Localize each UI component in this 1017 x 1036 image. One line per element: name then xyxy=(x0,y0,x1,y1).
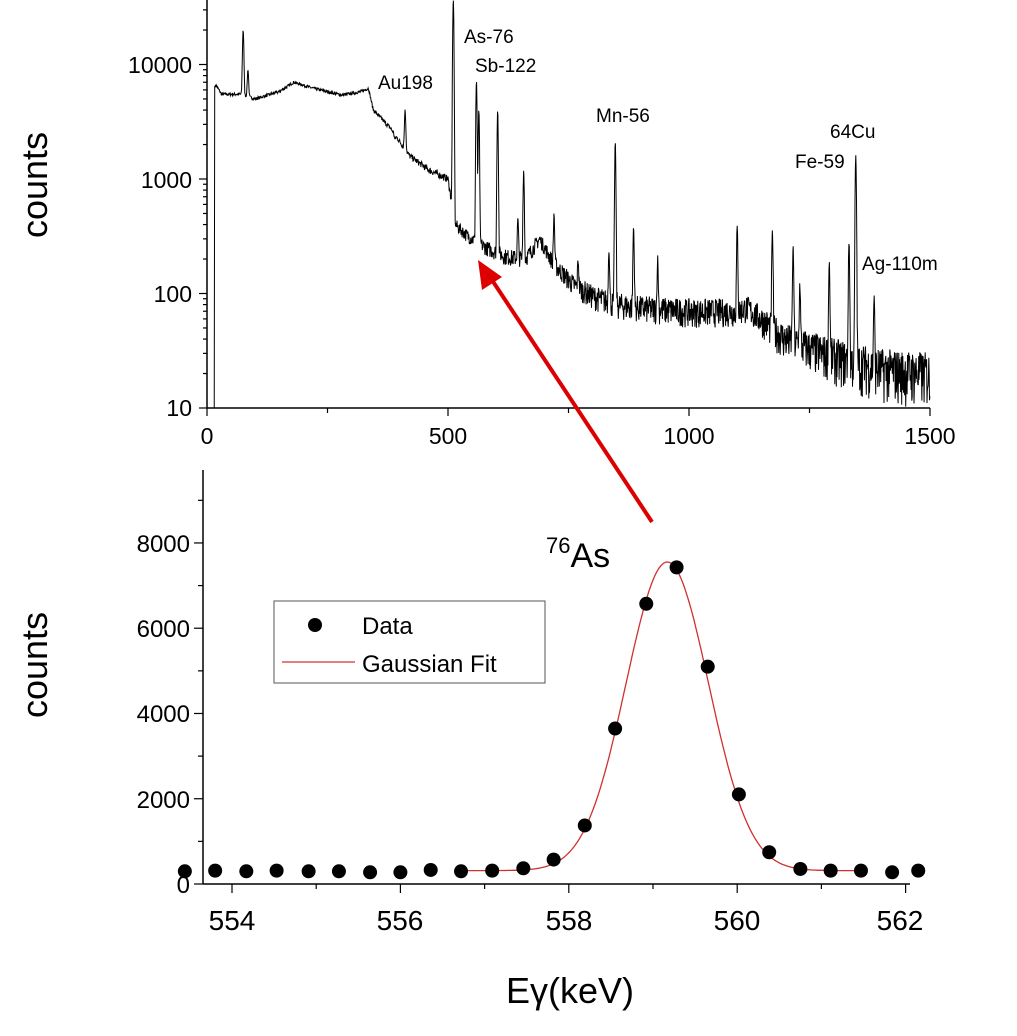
data-points xyxy=(177,560,926,880)
y-tick-label: 100 xyxy=(154,281,192,307)
data-point xyxy=(269,863,284,878)
arrow-shaft xyxy=(488,275,654,524)
data-point xyxy=(639,596,654,611)
data-point xyxy=(393,865,408,880)
x-tick-label: 556 xyxy=(377,905,424,936)
x-tick-label: 500 xyxy=(429,423,467,449)
peak-label-ag110m: Ag-110m xyxy=(862,254,938,275)
y-axis-label: counts xyxy=(14,612,55,718)
x-tick-label: 0 xyxy=(201,423,214,449)
y-tick-label: 6000 xyxy=(137,616,190,643)
x-tick-label: 558 xyxy=(546,905,593,936)
x-tick-label: 554 xyxy=(209,905,256,936)
peak-label-mn56: Mn-56 xyxy=(596,106,650,127)
data-point xyxy=(363,865,378,880)
peak-fit-axes xyxy=(194,470,910,893)
data-point xyxy=(454,864,469,879)
data-point xyxy=(669,560,684,575)
x-tick-label: 1500 xyxy=(904,423,955,449)
y-tick-label: 4000 xyxy=(137,701,190,728)
x-tick-label: 1000 xyxy=(663,423,714,449)
data-point xyxy=(731,787,746,802)
data-point xyxy=(700,659,715,674)
peak-label-au198: Au198 xyxy=(378,73,433,94)
legend-label-data: Data xyxy=(362,613,413,640)
x-axis-label: Eγ(keV) xyxy=(506,970,634,1011)
annotation-superscript: 76 xyxy=(546,533,570,558)
spectrum-line xyxy=(213,0,931,409)
spectrum-axes xyxy=(199,0,931,416)
y-tick-label: 10000 xyxy=(128,52,192,78)
y-tick-label: 0 xyxy=(177,872,190,899)
legend-box xyxy=(273,600,546,684)
arrow-head xyxy=(478,260,502,290)
y-axis-label: counts xyxy=(14,132,55,238)
peak-label-64cu: 64Cu xyxy=(830,122,875,143)
y-tick-label: 8000 xyxy=(137,531,190,558)
data-point xyxy=(823,863,838,878)
y-tick-label: 1000 xyxy=(141,167,192,193)
legend-label-fit: Gaussian Fit xyxy=(362,651,497,678)
peak-fit-panel: 554 556 558 560 562 0 2000 4000 6000 800… xyxy=(14,470,926,1011)
data-point xyxy=(331,864,346,879)
y-tick-label: 2000 xyxy=(137,787,190,814)
data-point xyxy=(208,863,223,878)
data-point xyxy=(793,861,808,876)
data-point xyxy=(177,864,192,879)
data-point xyxy=(423,862,438,877)
legend: Data Gaussian Fit xyxy=(273,600,546,684)
y-tick-label: 10 xyxy=(166,395,192,421)
legend-marker-data xyxy=(308,618,322,632)
spectrum-panel: 0 500 1000 1500 10 100 1000 10000 counts… xyxy=(14,0,956,449)
data-point xyxy=(577,818,592,833)
data-point xyxy=(301,864,316,879)
peak-label-fe59: Fe-59 xyxy=(795,152,845,173)
data-point xyxy=(485,863,500,878)
peak-annotation: 76As xyxy=(546,533,610,575)
data-point xyxy=(239,864,254,879)
data-point xyxy=(516,861,531,876)
data-point xyxy=(885,865,900,880)
x-tick-label: 562 xyxy=(877,905,924,936)
data-point xyxy=(762,845,777,860)
zoom-arrow xyxy=(478,260,654,524)
peak-label-as76: As-76 xyxy=(464,27,514,48)
annotation-text: As xyxy=(570,537,610,575)
x-tick-label: 560 xyxy=(714,905,761,936)
peak-label-sb122: Sb-122 xyxy=(475,56,536,77)
data-point xyxy=(608,721,623,736)
data-point xyxy=(911,863,926,878)
data-point xyxy=(853,863,868,878)
data-point xyxy=(546,852,561,867)
